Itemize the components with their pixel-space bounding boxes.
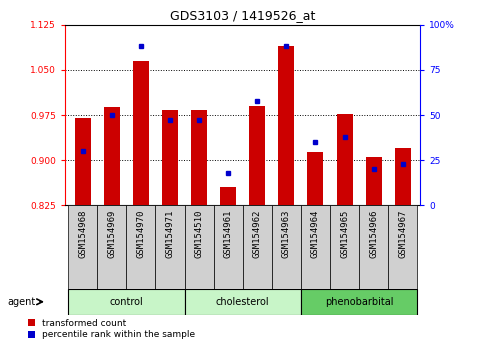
Title: GDS3103 / 1419526_at: GDS3103 / 1419526_at (170, 9, 315, 22)
Legend: transformed count, percentile rank within the sample: transformed count, percentile rank withi… (24, 315, 199, 343)
Bar (366, 157, 382, 205)
Text: GSM154968: GSM154968 (78, 210, 87, 258)
Bar (388, 205, 417, 289)
Text: GSM154970: GSM154970 (136, 210, 145, 258)
Text: GSM154969: GSM154969 (107, 210, 116, 258)
Text: GSM154964: GSM154964 (311, 210, 320, 258)
Text: GSM154510: GSM154510 (195, 210, 203, 258)
Text: phenobarbital: phenobarbital (325, 297, 393, 307)
Text: GSM154967: GSM154967 (398, 210, 407, 258)
Bar (337, 114, 353, 205)
Bar (104, 107, 120, 205)
Text: GSM154962: GSM154962 (253, 210, 262, 258)
Text: GSM154971: GSM154971 (166, 210, 174, 258)
Bar (213, 205, 243, 289)
Bar (191, 110, 207, 205)
Bar (68, 289, 185, 315)
Bar (133, 61, 149, 205)
Bar (156, 205, 185, 289)
Bar (97, 205, 127, 289)
Bar (243, 205, 272, 289)
Bar (272, 205, 301, 289)
Bar (301, 205, 330, 289)
Bar (301, 289, 417, 315)
Bar (330, 205, 359, 289)
Bar (68, 205, 97, 289)
Bar (185, 289, 301, 315)
Text: agent: agent (8, 297, 36, 307)
Bar (220, 187, 236, 205)
Text: control: control (110, 297, 143, 307)
Text: cholesterol: cholesterol (216, 297, 270, 307)
Bar (127, 205, 156, 289)
Bar (185, 205, 213, 289)
Bar (278, 46, 294, 205)
Bar (75, 118, 91, 205)
Bar (395, 148, 411, 205)
Text: GSM154963: GSM154963 (282, 210, 291, 258)
Bar (308, 152, 324, 205)
Text: GSM154966: GSM154966 (369, 210, 378, 258)
Text: GSM154965: GSM154965 (340, 210, 349, 258)
Bar (249, 106, 265, 205)
Bar (162, 110, 178, 205)
Text: GSM154961: GSM154961 (224, 210, 233, 258)
Bar (359, 205, 388, 289)
